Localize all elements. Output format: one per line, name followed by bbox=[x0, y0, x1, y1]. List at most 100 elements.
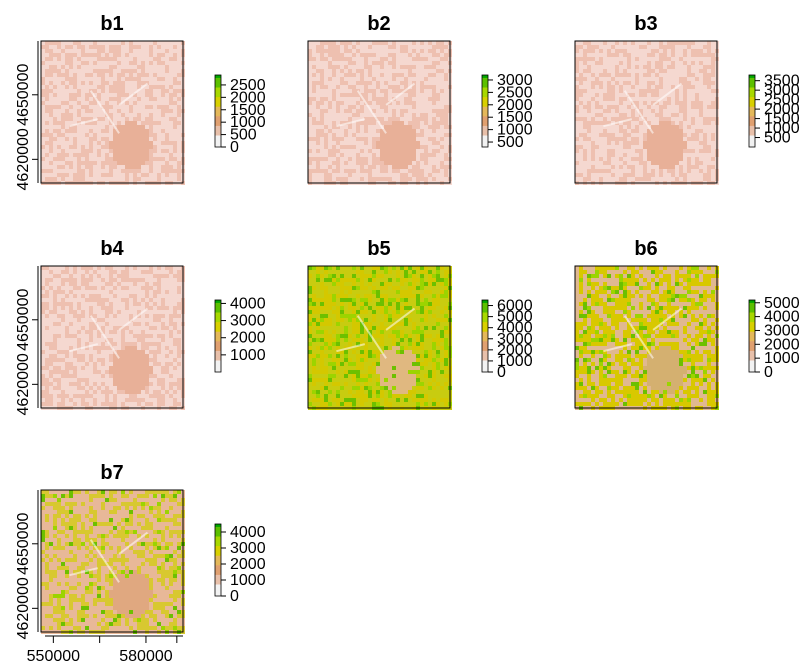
raster-cell bbox=[77, 314, 81, 318]
raster-cell bbox=[85, 101, 89, 105]
raster-cell bbox=[416, 57, 420, 61]
raster-cell bbox=[328, 69, 332, 73]
raster-cell bbox=[392, 89, 396, 93]
raster-cell bbox=[699, 109, 703, 113]
raster-cell bbox=[711, 113, 715, 117]
raster-cell bbox=[691, 73, 695, 77]
raster-cell bbox=[141, 121, 145, 125]
raster-cell bbox=[173, 334, 177, 338]
raster-cell bbox=[173, 350, 177, 354]
raster-cell bbox=[161, 89, 165, 93]
raster-cell bbox=[392, 137, 396, 141]
raster-cell bbox=[336, 77, 340, 81]
raster-cell bbox=[360, 173, 364, 177]
raster-cell bbox=[328, 149, 332, 153]
raster-cell bbox=[169, 274, 173, 278]
raster-cell bbox=[599, 89, 603, 93]
raster-cell bbox=[169, 358, 173, 362]
raster-cell bbox=[153, 358, 157, 362]
raster-cell bbox=[356, 57, 360, 61]
raster-cell bbox=[169, 61, 173, 65]
raster-cell bbox=[639, 109, 643, 113]
raster-cell bbox=[396, 105, 400, 109]
raster-cell bbox=[133, 129, 137, 133]
raster-cell bbox=[61, 81, 65, 85]
raster-cell bbox=[145, 121, 149, 125]
legend-swatch bbox=[749, 82, 755, 86]
raster-cell bbox=[583, 177, 587, 181]
raster-cell bbox=[157, 314, 161, 318]
raster-cell bbox=[575, 53, 579, 57]
raster-cell bbox=[392, 69, 396, 73]
raster-cell bbox=[157, 346, 161, 350]
raster-cell bbox=[101, 125, 105, 129]
raster-cell bbox=[424, 121, 428, 125]
raster-cell bbox=[89, 133, 93, 137]
raster-cell bbox=[611, 161, 615, 165]
raster-cell bbox=[65, 93, 69, 97]
legend-swatch bbox=[482, 75, 488, 78]
raster-cell bbox=[587, 53, 591, 57]
raster-cell bbox=[65, 286, 69, 290]
raster-cell bbox=[340, 77, 344, 81]
raster-cell bbox=[65, 362, 69, 366]
raster-cell bbox=[440, 141, 444, 145]
raster-cell bbox=[659, 101, 663, 105]
raster-cell bbox=[324, 53, 328, 57]
raster-cell bbox=[173, 161, 177, 165]
raster-cell bbox=[416, 141, 420, 145]
raster-cell bbox=[93, 109, 97, 113]
raster-cell bbox=[121, 121, 125, 125]
raster-cell bbox=[177, 109, 181, 113]
raster-cell bbox=[440, 65, 444, 69]
raster-cell bbox=[615, 169, 619, 173]
raster-cell bbox=[348, 45, 352, 49]
raster-cell bbox=[635, 45, 639, 49]
raster-cell bbox=[444, 149, 448, 153]
raster-cell bbox=[101, 298, 105, 302]
raster-cell bbox=[360, 149, 364, 153]
raster-cell bbox=[49, 354, 53, 358]
raster-cell bbox=[332, 69, 336, 73]
raster-cell bbox=[332, 89, 336, 93]
raster-cell bbox=[169, 129, 173, 133]
raster-cell bbox=[380, 129, 384, 133]
raster-cell bbox=[61, 358, 65, 362]
raster-cell bbox=[392, 129, 396, 133]
raster-cell bbox=[324, 45, 328, 49]
raster-cell bbox=[615, 165, 619, 169]
raster-cell bbox=[121, 362, 125, 366]
raster-cell bbox=[109, 290, 113, 294]
raster-cell bbox=[61, 69, 65, 73]
raster-cell bbox=[595, 117, 599, 121]
raster-cell bbox=[109, 282, 113, 286]
raster-cell bbox=[165, 286, 169, 290]
raster-cell bbox=[703, 161, 707, 165]
raster-cell bbox=[376, 57, 380, 61]
raster-cell bbox=[695, 49, 699, 53]
raster-cell bbox=[41, 318, 45, 322]
raster-cell bbox=[392, 81, 396, 85]
raster-cell bbox=[312, 73, 316, 77]
raster-cell bbox=[683, 145, 687, 149]
raster-cell bbox=[161, 145, 165, 149]
raster-cell bbox=[81, 278, 85, 282]
raster-cell bbox=[77, 290, 81, 294]
raster-cell bbox=[45, 282, 49, 286]
raster-cell bbox=[420, 93, 424, 97]
raster-cell bbox=[308, 129, 312, 133]
raster-cell bbox=[73, 41, 77, 45]
raster-cell bbox=[125, 318, 129, 322]
raster-cell bbox=[376, 177, 380, 181]
raster-cell bbox=[396, 133, 400, 137]
raster-cell bbox=[101, 69, 105, 73]
raster-cell bbox=[635, 113, 639, 117]
raster-cell bbox=[49, 101, 53, 105]
raster-cell bbox=[133, 53, 137, 57]
raster-cell bbox=[41, 45, 45, 49]
raster-cell bbox=[360, 41, 364, 45]
raster-cell bbox=[667, 93, 671, 97]
raster-cell bbox=[360, 81, 364, 85]
raster-cell bbox=[117, 278, 121, 282]
raster-cell bbox=[416, 165, 420, 169]
